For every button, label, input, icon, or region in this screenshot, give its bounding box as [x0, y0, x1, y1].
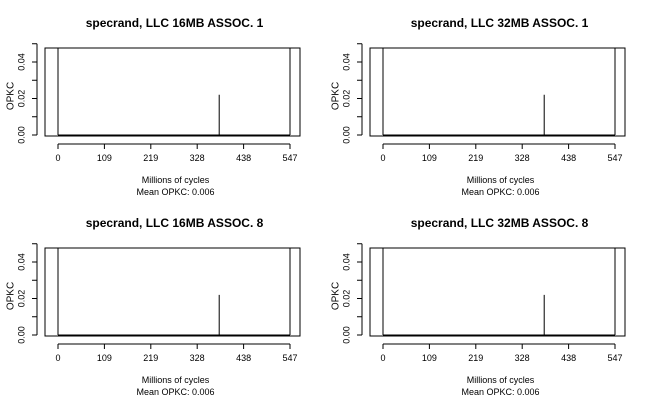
plot-frame: [369, 247, 626, 337]
y-tick-label: 0.02: [16, 90, 26, 108]
y-tick-label: 0.00: [341, 326, 351, 344]
chart-panel-4: specrand, LLC 32MB ASSOC. 8 0 109 219 328 438…: [331, 216, 626, 397]
y-tick-label: 0.04: [341, 253, 351, 271]
series-line: [58, 94, 290, 136]
x-tick-label: 328: [190, 153, 205, 163]
mean-opkc-label: Mean OPKC: 0.006: [461, 387, 539, 397]
series-line: [383, 294, 615, 336]
x-tick-label: 328: [515, 353, 530, 363]
x-tick-label: 438: [561, 153, 576, 163]
x-tick-label: 0: [380, 353, 385, 363]
y-axis-label: OPKC: [6, 282, 17, 310]
chart-title: specrand, LLC 16MB ASSOC. 8: [86, 216, 264, 230]
y-tick-label: 0.02: [16, 290, 26, 308]
x-tick-label: 547: [607, 153, 622, 163]
y-axis-label: OPKC: [6, 82, 17, 110]
y-tick-label: 0.00: [16, 126, 26, 144]
y-axis-label: OPKC: [331, 82, 342, 110]
x-tick-label: 219: [468, 353, 483, 363]
x-axis-label: Millions of cycles: [142, 175, 210, 185]
x-tick-label: 0: [380, 153, 385, 163]
x-axis-label: Millions of cycles: [142, 375, 210, 385]
x-axis-label: Millions of cycles: [467, 375, 535, 385]
x-tick-label: 0: [55, 353, 60, 363]
plot-frame: [369, 47, 626, 137]
y-tick-label: 0.00: [16, 326, 26, 344]
x-tick-label: 438: [236, 153, 251, 163]
series-line: [58, 294, 290, 336]
y-tick-label: 0.02: [341, 90, 351, 108]
mean-opkc-label: Mean OPKC: 0.006: [136, 387, 214, 397]
mean-opkc-label: Mean OPKC: 0.006: [136, 187, 214, 197]
chart-panel-3: specrand, LLC 16MB ASSOC. 8 0 109 219 328 438…: [6, 216, 301, 397]
y-tick-label: 0.00: [341, 126, 351, 144]
x-tick-label: 219: [468, 153, 483, 163]
x-tick-label: 109: [422, 353, 437, 363]
x-tick-label: 547: [282, 153, 297, 163]
x-axis-label: Millions of cycles: [467, 175, 535, 185]
y-axis-label: OPKC: [331, 282, 342, 310]
series-line: [383, 94, 615, 136]
mean-opkc-label: Mean OPKC: 0.006: [461, 187, 539, 197]
y-tick-label: 0.04: [16, 253, 26, 271]
x-tick-label: 547: [282, 353, 297, 363]
x-tick-label: 328: [515, 153, 530, 163]
x-tick-label: 328: [190, 353, 205, 363]
x-tick-label: 109: [422, 153, 437, 163]
x-tick-label: 219: [143, 353, 158, 363]
y-tick-label: 0.04: [16, 53, 26, 71]
y-tick-label: 0.02: [341, 290, 351, 308]
x-tick-label: 0: [55, 153, 60, 163]
chart-title: specrand, LLC 32MB ASSOC. 8: [411, 216, 589, 230]
x-tick-label: 438: [236, 353, 251, 363]
x-tick-label: 438: [561, 353, 576, 363]
x-tick-label: 547: [607, 353, 622, 363]
chart-title: specrand, LLC 16MB ASSOC. 1: [86, 16, 264, 30]
chart-panel-1: specrand, LLC 16MB ASSOC. 1 0 109 219 328 438…: [6, 16, 301, 197]
plot-frame: [44, 47, 301, 137]
chart-panel-2: specrand, LLC 32MB ASSOC. 1 0 109 219 328 438…: [331, 16, 626, 197]
x-tick-label: 109: [97, 353, 112, 363]
chart-title: specrand, LLC 32MB ASSOC. 1: [411, 16, 589, 30]
y-tick-label: 0.04: [341, 53, 351, 71]
x-tick-label: 109: [97, 153, 112, 163]
plot-frame: [44, 247, 301, 337]
x-tick-label: 219: [143, 153, 158, 163]
